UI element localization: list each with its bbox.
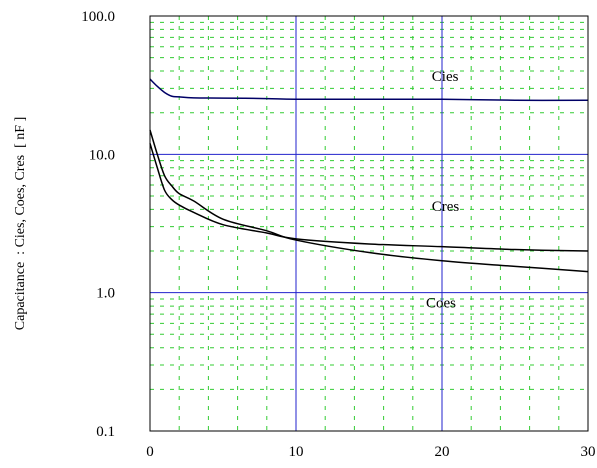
y-tick-label: 100.0 [81,9,115,25]
y-axis-title: Capacitance : Cies, Coes, Cres [ nF ] [13,117,28,330]
x-tick-label: 0 [146,444,154,460]
plot-frame [149,15,589,432]
annotation-coes: Coes [426,296,456,312]
series-line-cres [149,143,589,252]
minor-grid [150,16,588,431]
y-tick-label: 10.0 [89,147,115,163]
annotation-cres: Cres [432,199,460,215]
y-tick-label: 1.0 [96,286,115,302]
series-line-cies [149,78,589,102]
series-annotations: Cies Cres Coes [426,69,459,312]
series-layer [149,78,589,273]
x-tick-label: 20 [435,444,450,460]
annotation-cies: Cies [432,69,459,85]
tick-labels: 0 10 20 30 0.1 1.0 10.0 100.0 [81,9,595,460]
x-tick-label: 30 [581,444,596,460]
x-tick-label: 10 [289,444,304,460]
series-line-coes [149,129,589,273]
y-tick-label: 0.1 [96,424,115,440]
major-grid [150,16,588,431]
